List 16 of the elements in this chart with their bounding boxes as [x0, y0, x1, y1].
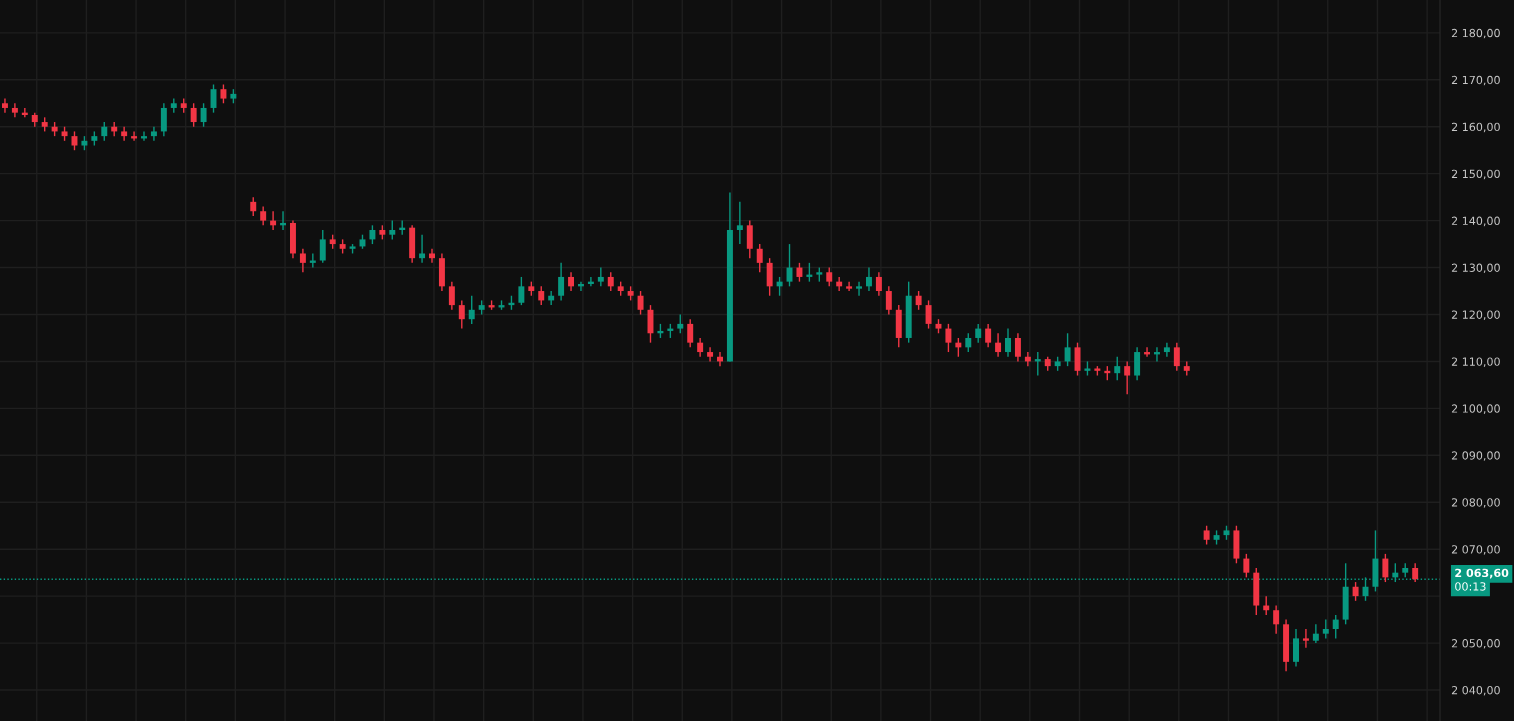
- y-tick-label: 2 180,00: [1451, 28, 1500, 39]
- y-tick-label: 2 070,00: [1451, 545, 1500, 555]
- y-tick-label: 2 160,00: [1451, 122, 1500, 133]
- y-tick-label: 2 050,00: [1451, 639, 1500, 649]
- y-tick-label: 2 110,00: [1451, 357, 1500, 367]
- y-tick-label: 2 080,00: [1451, 498, 1500, 508]
- y-tick-label: 2 140,00: [1451, 216, 1500, 227]
- y-tick-label: 2 100,00: [1451, 404, 1500, 414]
- y-tick-label: 2 170,00: [1451, 75, 1500, 86]
- y-tick-label: 2 150,00: [1451, 169, 1500, 180]
- text: 00:13: [1455, 582, 1486, 591]
- y-tick-label: 2 120,00: [1451, 310, 1500, 321]
- y-tick-label: 2 130,00: [1451, 263, 1500, 274]
- y-tick-label: 2 090,00: [1451, 451, 1500, 461]
- ref-line-label: 2 063,60: [1455, 568, 1509, 579]
- y-tick-label: 2 040,00: [1451, 685, 1500, 696]
